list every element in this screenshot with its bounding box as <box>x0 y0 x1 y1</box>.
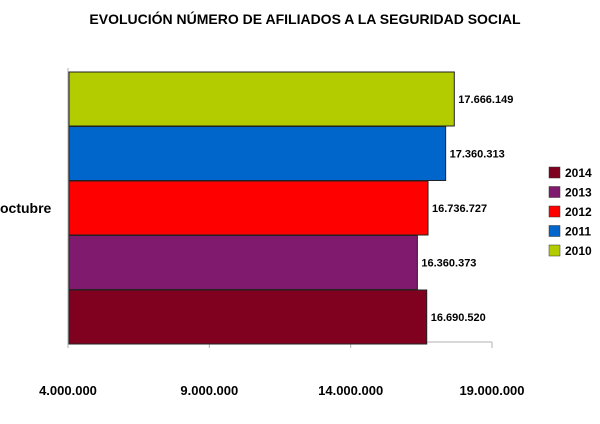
legend-label-2011: 2011 <box>565 225 591 239</box>
legend-swatch-2010 <box>548 244 561 257</box>
bar-2010 <box>68 71 455 127</box>
data-label-2014: 16.690.520 <box>431 312 486 324</box>
legend-label-2014: 2014 <box>565 166 592 180</box>
data-label-2013: 16.360.373 <box>421 258 476 270</box>
data-label-2011: 17.360.313 <box>450 149 505 161</box>
data-label-2010: 17.666.149 <box>458 94 513 106</box>
legend-swatch-2013 <box>548 186 561 198</box>
legend-label-2012: 2012 <box>565 205 592 219</box>
category-label: octubre <box>0 200 52 216</box>
chart-title: EVOLUCIÓN NÚMERO DE AFILIADOS A LA SEGUR… <box>89 10 521 27</box>
bar-2011 <box>68 126 447 181</box>
legend-swatch-2011 <box>548 225 561 237</box>
x-tick-label: 4.000.000 <box>39 383 97 398</box>
bar-2012 <box>68 180 429 236</box>
bar-2014 <box>68 289 428 345</box>
x-tick-label: 19.000.000 <box>459 383 524 398</box>
x-tick-label: 9.000.000 <box>180 383 238 398</box>
legend-label-2010: 2010 <box>565 244 592 258</box>
data-label-2012: 16.736.727 <box>432 203 487 215</box>
legend: 2014 2013 2012 2011 2010 <box>548 166 592 258</box>
x-tick-label: 14.000.000 <box>318 383 383 398</box>
bar-2013 <box>68 235 418 290</box>
legend-swatch-2012 <box>548 205 561 218</box>
plot-area: 4.000.000 9.000.000 14.000.000 19.000.000 oc… <box>0 68 525 398</box>
legend-label-2013: 2013 <box>565 186 592 200</box>
legend-swatch-2014 <box>548 166 561 179</box>
